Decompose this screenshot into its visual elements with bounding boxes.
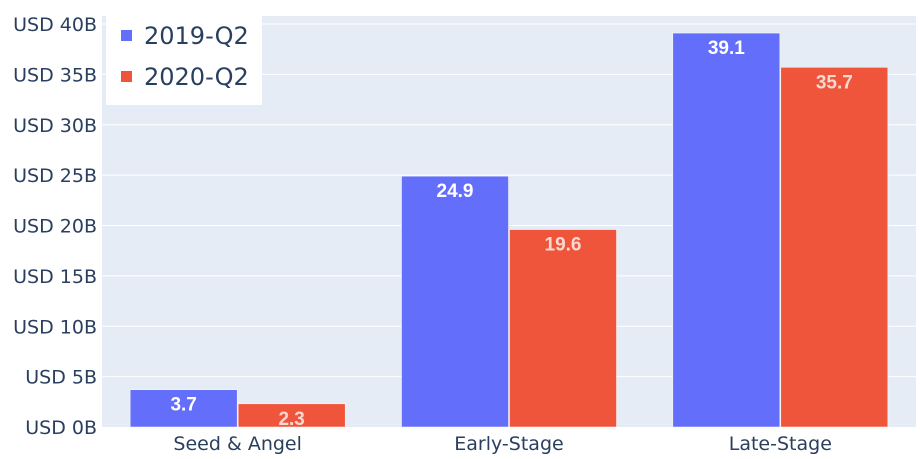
data-label: 3.7 [170,395,196,416]
y-tick-label: USD 40B [13,14,97,36]
legend: 2019-Q2 2020-Q2 [106,13,262,105]
data-label: 24.9 [437,181,474,202]
y-tick-label: USD 20B [13,216,97,238]
x-tick-label: Early-Stage [454,433,563,455]
bar-2019-Q2-Late-Stage [672,32,781,428]
data-label: 35.7 [816,72,853,93]
x-tick-label: Late-Stage [729,433,832,455]
y-tick-label: USD 10B [13,316,97,338]
legend-swatch-2019 [121,30,132,41]
data-label: 2.3 [278,409,304,430]
y-tick-label: USD 35B [13,64,97,86]
y-tick-label: USD 15B [13,266,97,288]
data-labels: 3.7 2.3 24.9 19.6 39.1 35.7 [170,38,852,430]
bars [129,32,889,428]
y-tick-label: USD 5B [25,367,97,389]
y-tick-label: USD 0B [25,417,97,439]
bar-2020-Q2-Late-Stage [780,67,889,428]
bar-2019-Q2-Early-Stage [401,175,509,428]
y-tick-label: USD 30B [13,115,97,137]
bar-2020-Q2-Early-Stage [509,229,617,428]
bar-2020-Q2-Seed & Angel [237,403,346,428]
legend-box [106,13,262,105]
x-axis: Seed & Angel Early-Stage Late-Stage [173,433,831,455]
y-tick-label: USD 25B [13,165,97,187]
legend-label-2019: 2019-Q2 [144,22,249,50]
bar-2019-Q2-Seed & Angel [129,389,238,428]
data-label: 19.6 [545,235,582,256]
x-tick-label: Seed & Angel [173,433,301,455]
legend-swatch-2020 [121,71,132,82]
legend-label-2020: 2020-Q2 [144,63,249,91]
data-label: 39.1 [708,38,745,59]
y-axis: USD 0B USD 5B USD 10B USD 15B USD 20B USD 25B… [13,14,97,439]
